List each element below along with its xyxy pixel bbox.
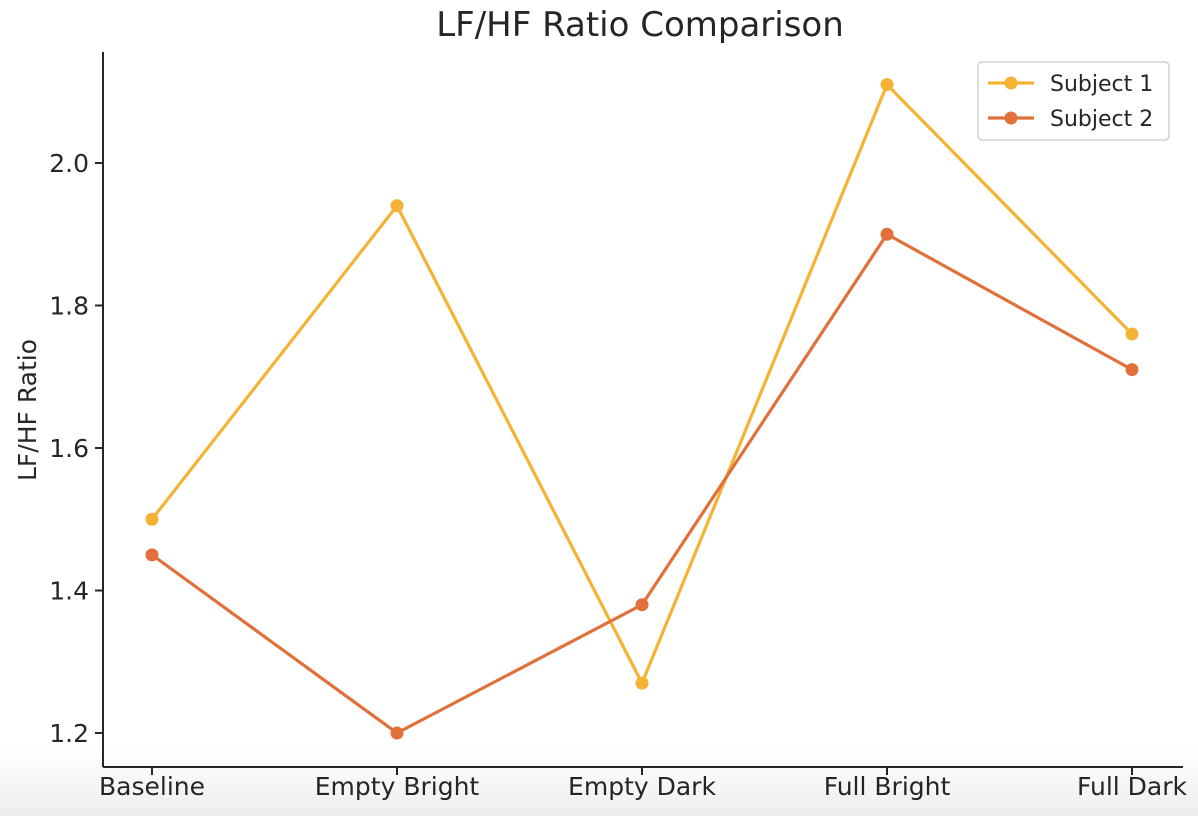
y-tick-label: 1.8 xyxy=(49,292,89,321)
x-tick-label: Baseline xyxy=(99,772,205,801)
data-point-subject-2-1 xyxy=(390,726,404,740)
y-tick-label: 2.0 xyxy=(49,149,89,178)
y-tick-label: 1.6 xyxy=(49,434,89,463)
y-tick-label: 1.2 xyxy=(49,719,89,748)
series-line-subject-2 xyxy=(150,232,1134,735)
chart-title: LF/HF Ratio Comparison xyxy=(436,5,844,45)
x-tick-label: Empty Bright xyxy=(315,772,480,801)
data-point-subject-2-0 xyxy=(145,548,159,562)
x-tick-label: Full Bright xyxy=(824,772,951,801)
data-point-subject-1-0 xyxy=(145,512,159,526)
legend-marker-subject-1 xyxy=(1004,76,1018,90)
legend-label-subject-2: Subject 2 xyxy=(1050,107,1153,132)
x-tick-label: Full Dark xyxy=(1077,772,1188,801)
data-point-subject-1-2 xyxy=(635,676,649,690)
data-point-subject-1-1 xyxy=(390,199,404,213)
data-point-subject-2-2 xyxy=(635,598,649,612)
legend-label-subject-1: Subject 1 xyxy=(1050,72,1153,97)
series-line-subject-1 xyxy=(150,83,1134,685)
y-axis-label: LF/HF Ratio xyxy=(13,339,42,481)
data-point-subject-2-3 xyxy=(880,227,894,241)
data-point-subject-1-4 xyxy=(1125,327,1139,341)
data-point-subject-1-3 xyxy=(880,78,894,92)
series-layer xyxy=(145,78,1139,740)
y-tick-label: 1.4 xyxy=(49,577,89,606)
x-tick-label: Empty Dark xyxy=(568,772,716,801)
y-ticks: 1.2 1.4 1.6 1.8 2.0 xyxy=(49,149,103,748)
data-point-subject-2-4 xyxy=(1125,363,1139,377)
legend-marker-subject-2 xyxy=(1004,111,1018,125)
x-ticks: Baseline Empty Bright Empty Dark Full Brigh… xyxy=(99,767,1188,801)
legend: Subject 1 Subject 2 xyxy=(977,61,1170,141)
